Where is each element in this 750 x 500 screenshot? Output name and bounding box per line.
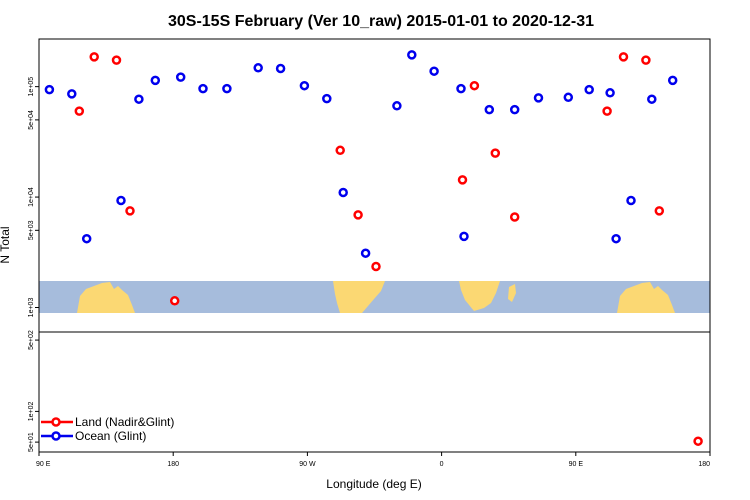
land-data-point xyxy=(89,52,99,62)
ocean-data-point xyxy=(459,231,469,242)
x-tick-label: 90 W xyxy=(299,461,316,468)
ocean-data-point xyxy=(322,93,332,104)
legend: Land (Nadir&Glint) Ocean (Glint) xyxy=(41,415,174,443)
x-tick-label: 90 E xyxy=(569,461,584,468)
land-data-point xyxy=(654,206,665,216)
data-points xyxy=(44,50,703,446)
ocean-data-point xyxy=(407,50,417,60)
land-data-point xyxy=(371,261,381,272)
ocean-data-point xyxy=(605,88,615,98)
ocean-data-point xyxy=(299,80,310,91)
land-data-point xyxy=(169,296,180,306)
land-data-point xyxy=(490,148,501,158)
land-data-point xyxy=(641,55,651,65)
y-top-tick-label: 5e+03 xyxy=(28,220,35,240)
land-data-point xyxy=(469,80,480,91)
ocean-data-point xyxy=(533,93,544,103)
x-tick-label: 180 xyxy=(698,461,710,468)
land-data-point xyxy=(111,55,122,65)
land-data-point xyxy=(618,52,629,62)
land-data-point xyxy=(74,106,85,116)
chart-title: 30S-15S February (Ver 10_raw) 2015-01-01… xyxy=(168,13,594,30)
ocean-data-point xyxy=(360,248,371,258)
x-tick-label: 0 xyxy=(440,461,444,468)
ocean-data-point xyxy=(275,63,286,74)
y-top-tick-label: 1e+03 xyxy=(28,298,35,318)
ocean-data-point xyxy=(222,83,232,94)
x-tick-label: 90 E xyxy=(36,461,51,468)
ocean-data-point xyxy=(116,195,126,206)
legend-ocean-marker xyxy=(51,431,61,441)
ocean-data-point xyxy=(626,195,636,206)
ocean-data-point xyxy=(175,72,186,82)
land-data-point xyxy=(335,145,345,156)
y-top-tick-label: 5e+04 xyxy=(28,110,35,130)
y-axis-bottom: 5e+01 1e+02 5e+02 xyxy=(28,330,39,452)
land-data-point xyxy=(457,175,468,185)
ocean-data-point xyxy=(392,101,402,111)
y-bottom-tick-label: 1e+02 xyxy=(28,401,35,421)
bottom-panel-frame xyxy=(38,331,711,453)
map-land-australia-repeat xyxy=(617,282,675,313)
map-land-africa xyxy=(459,281,500,311)
map-land-south-america xyxy=(333,281,385,313)
ocean-data-point xyxy=(67,89,77,99)
ocean-data-point xyxy=(647,94,657,104)
ocean-data-point xyxy=(584,84,594,95)
ocean-data-point xyxy=(429,66,439,76)
ocean-data-point xyxy=(150,75,161,86)
x-axis-label: Longitude (deg E) xyxy=(326,477,421,491)
land-data-point xyxy=(602,106,612,116)
ocean-data-point xyxy=(456,83,466,94)
world-map-background xyxy=(39,281,710,313)
ocean-data-point xyxy=(253,63,263,73)
land-data-point xyxy=(693,436,703,446)
legend-land-marker xyxy=(51,417,61,427)
ocean-data-point xyxy=(563,92,574,103)
legend-land-label: Land (Nadir&Glint) xyxy=(75,415,174,429)
land-data-point xyxy=(125,206,135,216)
map-land-madagascar xyxy=(508,284,516,302)
ocean-data-point xyxy=(81,233,92,244)
ocean-data-point xyxy=(509,104,520,115)
ocean-data-point xyxy=(338,187,348,198)
x-axis: 90 E 180 90 W 0 90 E 180 xyxy=(36,452,711,468)
y-axis-label: N Total xyxy=(0,226,12,263)
y-bottom-tick-label: 5e+02 xyxy=(28,330,35,350)
map-land-australia xyxy=(77,282,135,313)
land-data-point xyxy=(509,212,520,222)
x-tick-label: 180 xyxy=(167,461,179,468)
ocean-data-point xyxy=(667,75,678,86)
y-top-tick-label: 1e+05 xyxy=(28,77,35,97)
y-axis-top: 1e+03 5e+03 1e+04 5e+04 1e+05 xyxy=(28,77,39,318)
land-data-point xyxy=(353,210,363,220)
ocean-data-point xyxy=(44,84,55,95)
y-bottom-tick-label: 5e+01 xyxy=(28,432,35,452)
ocean-data-point xyxy=(134,94,144,104)
ocean-data-point xyxy=(484,104,495,115)
y-top-tick-label: 1e+04 xyxy=(28,187,35,207)
ocean-data-point xyxy=(611,233,621,244)
ocean-data-point xyxy=(198,83,208,94)
legend-ocean-label: Ocean (Glint) xyxy=(75,429,146,443)
